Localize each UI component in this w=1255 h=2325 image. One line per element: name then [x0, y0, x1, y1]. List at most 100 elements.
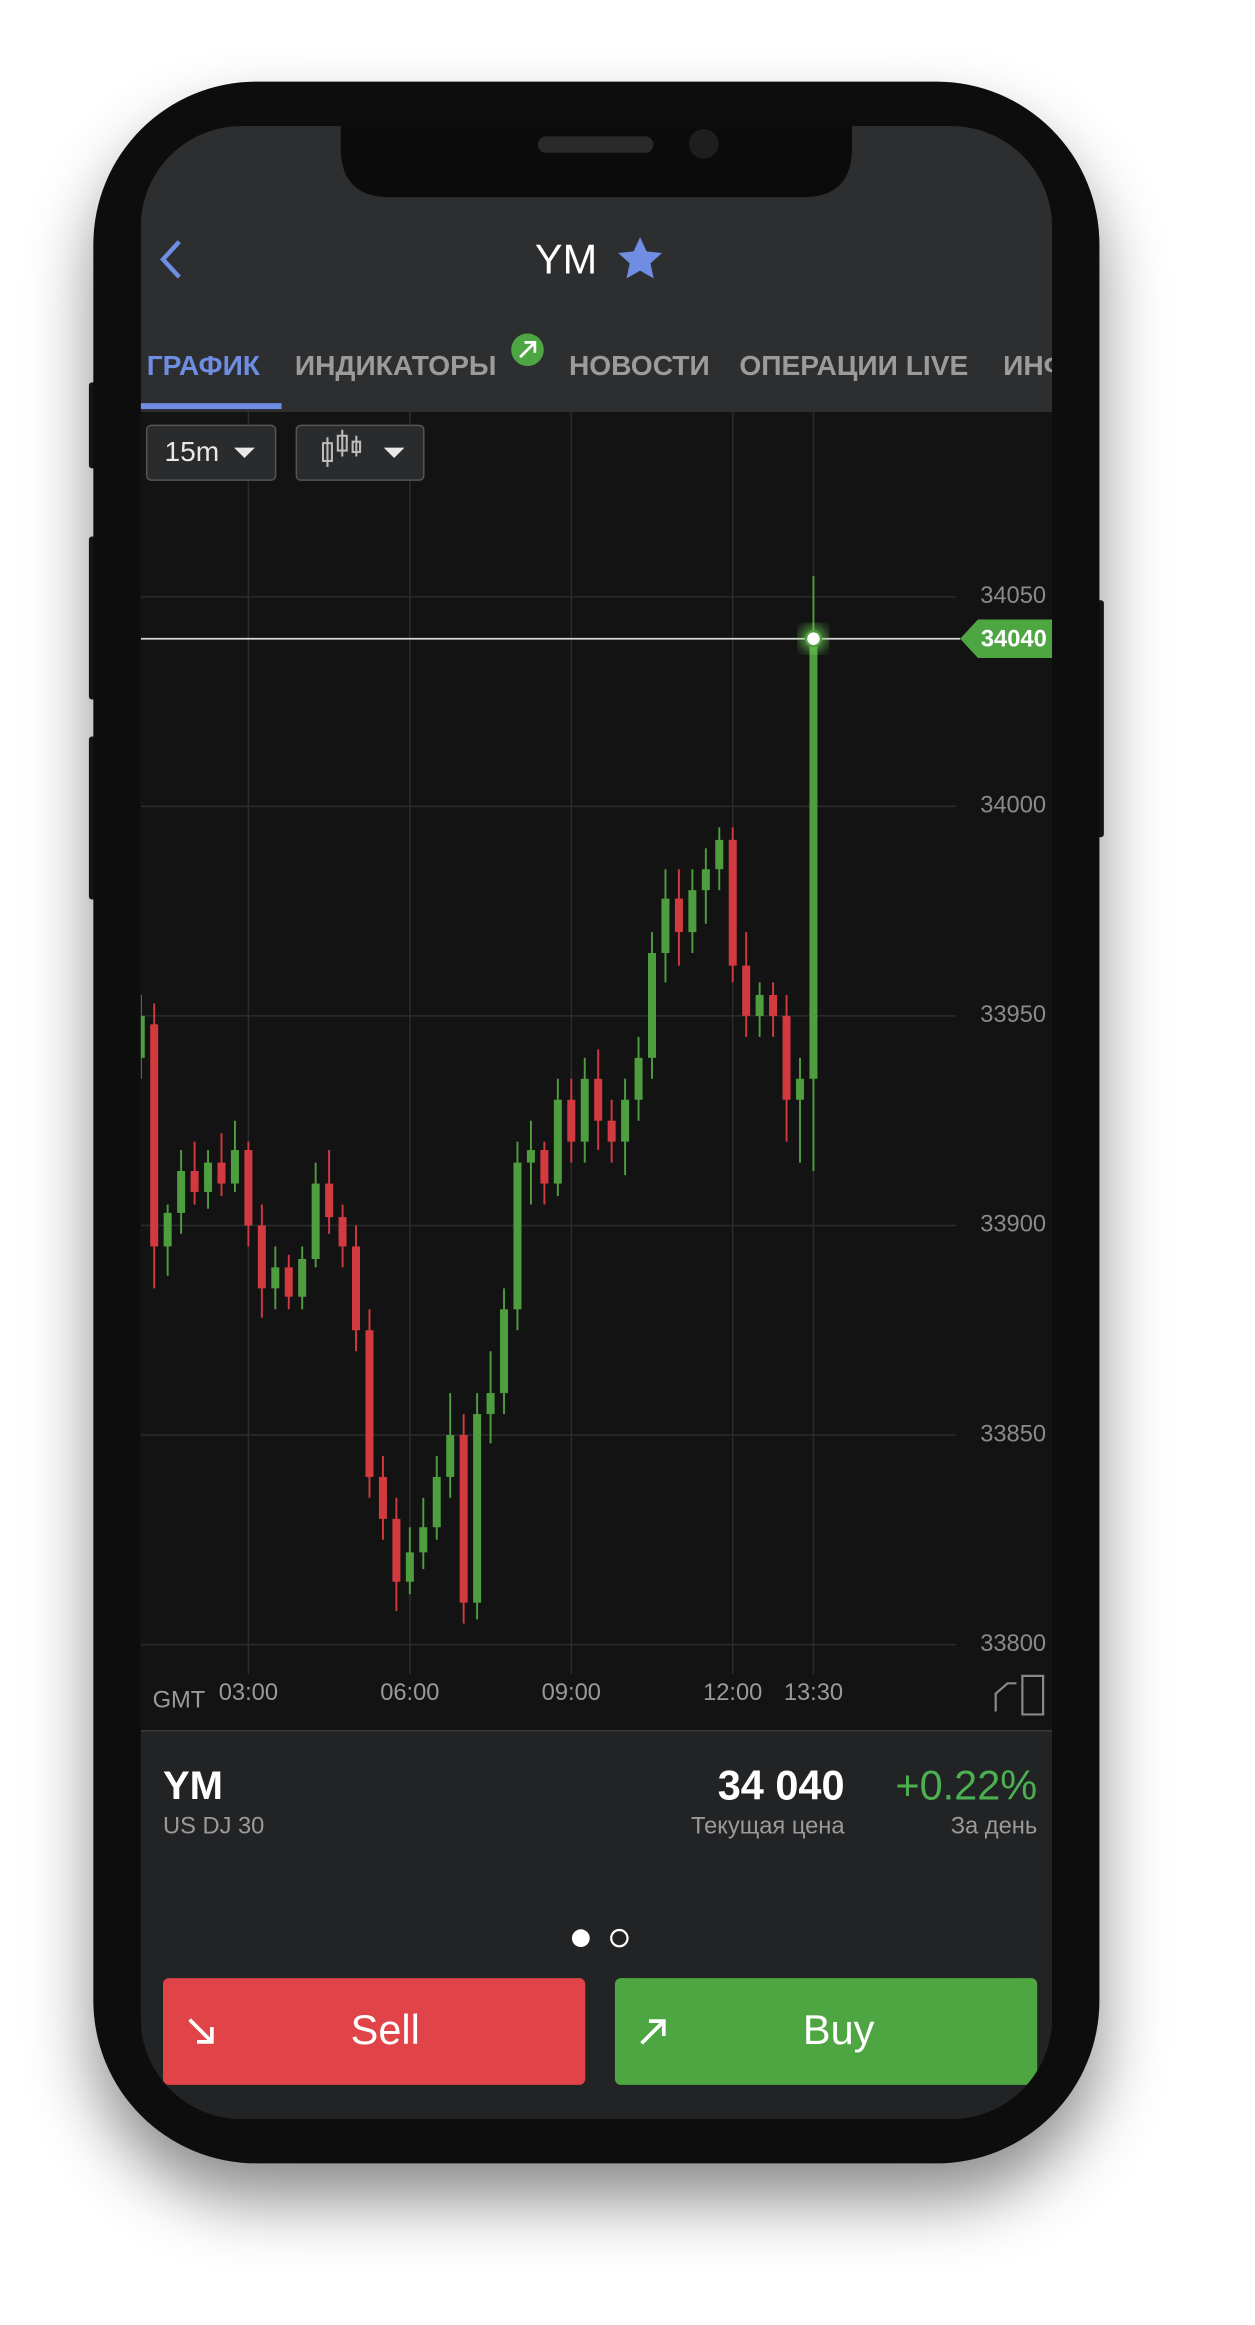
price-tag — [960, 619, 1053, 658]
change-caption: За день — [951, 1813, 1037, 1839]
candle-body — [567, 1099, 576, 1142]
sell-button[interactable] — [162, 1978, 586, 2085]
candle-body — [486, 1393, 495, 1415]
candle-body — [432, 1476, 441, 1528]
candle-body — [526, 1150, 535, 1163]
camera — [688, 129, 719, 159]
buy-icon — [640, 2019, 666, 2045]
candle-body — [809, 638, 818, 1079]
dropdown-caret — [383, 447, 405, 458]
buy-button[interactable] — [614, 1978, 1038, 2085]
y-tick-label: 33900 — [980, 1212, 1046, 1238]
x-tick-label: 06:00 — [380, 1680, 439, 1706]
screen: YM ГРАФИК ИНДИКАТОРЫ НОВОСТИ ОПЕРАЦИИ LI… — [140, 126, 1089, 2119]
candle-body — [742, 965, 751, 1016]
candles-icon — [321, 429, 362, 467]
y-tick-label: 33850 — [980, 1421, 1046, 1447]
change: +0.22% — [895, 1761, 1037, 1808]
candle-body — [795, 1078, 805, 1100]
candle-body — [190, 1170, 199, 1192]
x-tick-label: 03:00 — [219, 1680, 278, 1706]
candle-body — [365, 1330, 374, 1477]
candle-body — [459, 1435, 468, 1603]
candle-body — [661, 898, 670, 954]
candle-body — [419, 1527, 428, 1553]
candle-body — [648, 953, 657, 1058]
candle-body — [688, 890, 697, 933]
tab[interactable]: ИНДИКАТОРЫ — [295, 350, 497, 381]
candle-body — [163, 1212, 172, 1247]
candle-body — [150, 1024, 159, 1247]
candle-body — [755, 994, 764, 1016]
candle-body — [405, 1552, 414, 1582]
candle-body — [378, 1476, 387, 1519]
rotate-icon[interactable] — [994, 1674, 1045, 1716]
chart — [140, 412, 961, 1675]
x-tick-label: 12:00 — [703, 1680, 762, 1706]
instrument-name: US DJ 30 — [163, 1813, 264, 1839]
tab[interactable]: ГРАФИК — [147, 350, 261, 381]
candle-body — [140, 1015, 145, 1058]
candle-body — [311, 1183, 320, 1260]
candle-body — [540, 1150, 549, 1184]
timeframe-dropdown[interactable] — [145, 424, 277, 481]
chart-area — [140, 412, 1053, 1731]
header-title: YM — [535, 235, 597, 282]
gmt-bg — [143, 1678, 215, 1718]
candle-body — [284, 1267, 293, 1297]
timezone-label: GMT — [153, 1687, 206, 1713]
candle-body — [338, 1217, 347, 1247]
price-tag-label: 34040 — [981, 626, 1047, 652]
tab[interactable]: ОПЕРАЦИИ LIVE — [739, 350, 968, 381]
timeframe-label: 15m — [164, 436, 219, 467]
candle-body — [769, 994, 778, 1016]
favorite-star[interactable] — [618, 237, 663, 279]
badge-icon — [519, 341, 537, 359]
candle-body — [553, 1099, 562, 1184]
y-tick-label: 34000 — [980, 793, 1046, 819]
page-dot[interactable] — [610, 1928, 629, 1948]
symbol: YM — [163, 1764, 223, 1808]
candle-body — [500, 1309, 509, 1394]
y-tick-label: 34050 — [980, 583, 1046, 609]
candle-body — [580, 1078, 589, 1142]
candle-body — [298, 1259, 307, 1297]
price: 34 040 — [718, 1761, 845, 1808]
candle-body — [634, 1057, 643, 1100]
candle-body — [392, 1518, 401, 1582]
tab[interactable]: ИНФО — [1003, 350, 1089, 381]
dropdown-caret — [234, 447, 255, 458]
candle-body — [701, 869, 710, 891]
candle-body — [177, 1170, 186, 1213]
candle-body — [244, 1150, 253, 1226]
y-tick-label: 33800 — [980, 1631, 1046, 1657]
candle-body — [594, 1078, 603, 1121]
back-button[interactable] — [159, 240, 181, 279]
candle-body — [257, 1225, 266, 1289]
candle-body — [230, 1150, 239, 1184]
x-tick-label: 09:00 — [542, 1680, 601, 1706]
candle-body — [607, 1120, 616, 1142]
candle-body — [217, 1162, 226, 1184]
page-dot[interactable] — [571, 1929, 590, 1948]
candle-body — [473, 1414, 482, 1603]
tab-underline — [140, 403, 282, 410]
candle-body — [715, 839, 724, 870]
price-caption: Текущая цена — [691, 1813, 845, 1839]
x-tick-label: 13:30 — [784, 1680, 843, 1706]
notch — [340, 126, 852, 198]
last-point — [804, 630, 822, 648]
candle-body — [352, 1246, 361, 1331]
buy-label: Buy — [803, 2006, 875, 2053]
candle-body — [674, 898, 683, 933]
tab[interactable]: НОВОСТИ — [569, 350, 710, 381]
candle-body — [782, 1015, 791, 1100]
sell-label: Sell — [351, 2006, 420, 2053]
candle-body — [513, 1162, 522, 1310]
candle-body — [621, 1099, 630, 1142]
y-tick-label: 33950 — [980, 1002, 1046, 1028]
speaker — [537, 136, 654, 153]
sell-icon — [188, 2018, 214, 2044]
